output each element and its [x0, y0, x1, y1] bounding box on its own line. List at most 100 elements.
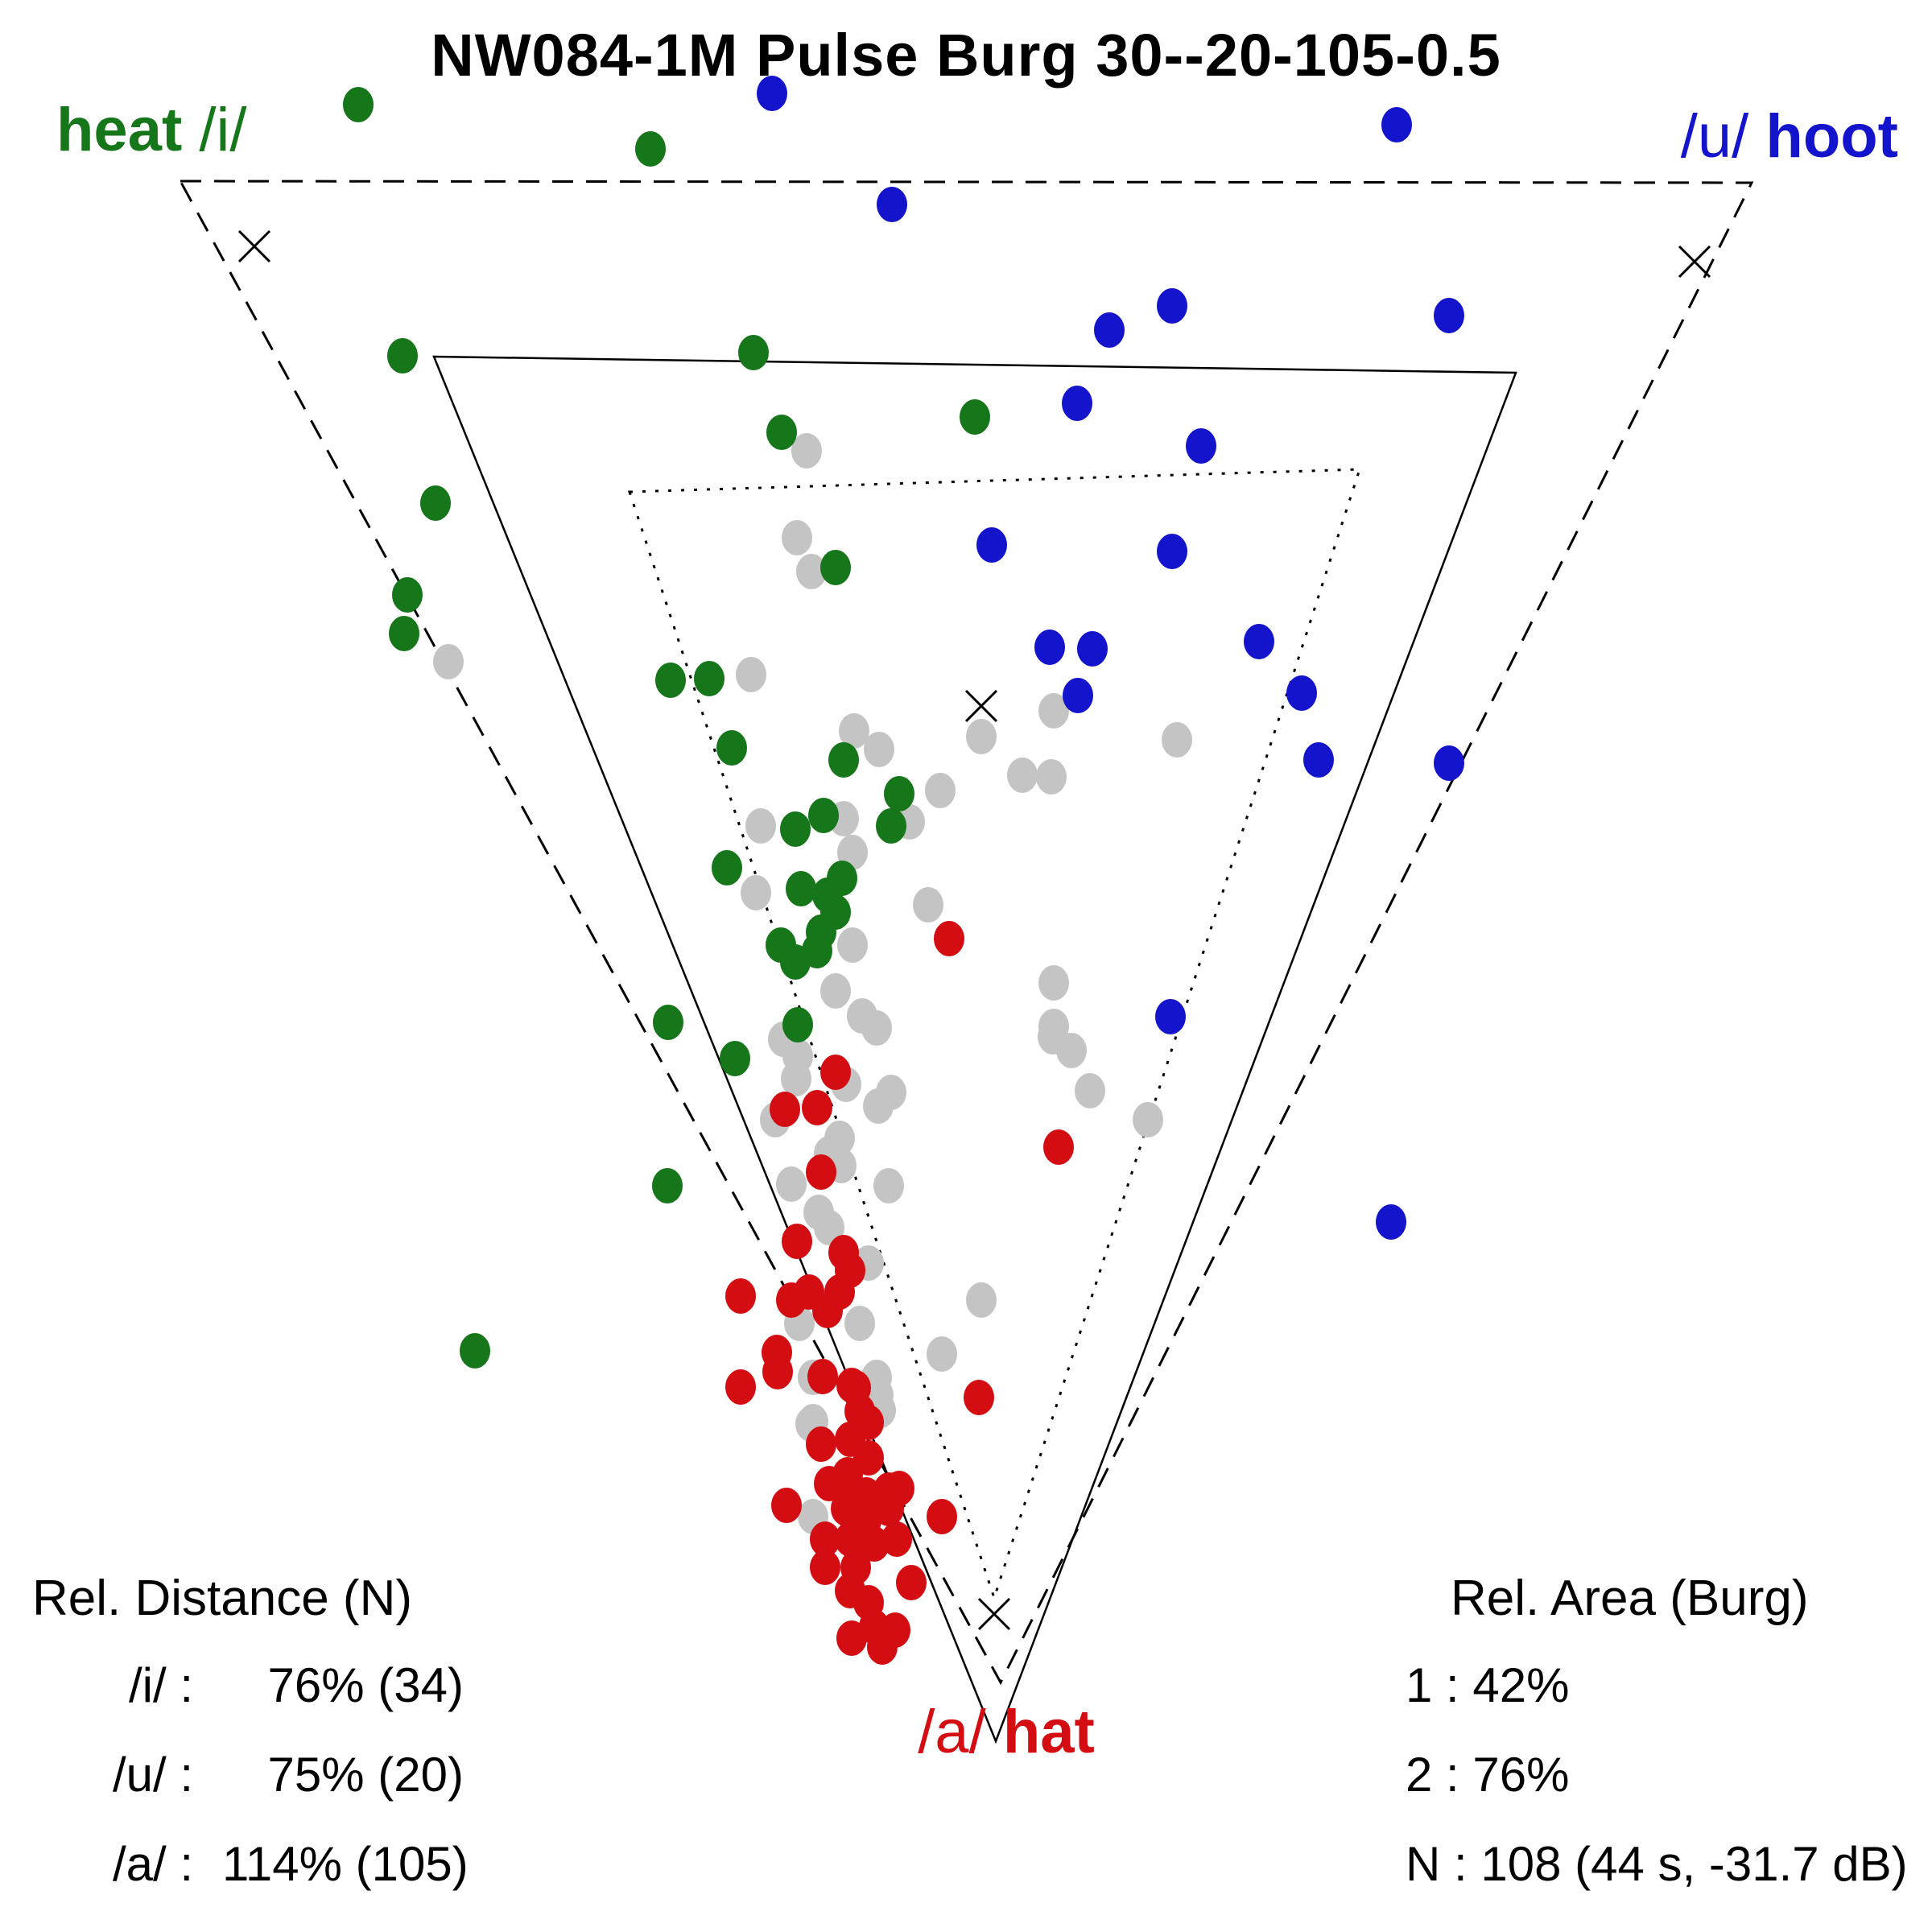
point-i_heat: [716, 730, 747, 766]
stat-row: /a/ : 114% (105): [32, 1836, 469, 1892]
point-i_heat: [802, 933, 832, 968]
point-other: [913, 887, 943, 923]
vowel-label-heat-i: heat /i/: [56, 95, 247, 165]
mean-x-mark: [977, 1597, 1011, 1631]
point-other: [1133, 1102, 1163, 1137]
vowel-phon-i: /i/: [199, 96, 247, 164]
rel-distance-header: Rel. Distance (N): [32, 1571, 412, 1626]
vowel-label-a-hat: /a/ hat: [0, 1697, 1932, 1767]
point-a_hat: [810, 1550, 840, 1585]
point-other: [966, 1282, 997, 1318]
point-u_hoot: [1434, 745, 1464, 781]
point-i_heat: [635, 131, 666, 167]
point-i_heat: [712, 850, 742, 886]
point-a_hat: [881, 1521, 912, 1557]
vowel-label-u-hoot: /u/ hoot: [1681, 101, 1898, 171]
stat-label: /u/ :: [112, 1748, 193, 1802]
point-a_hat: [844, 1393, 875, 1429]
point-a_hat: [880, 1612, 910, 1648]
mean-x-mark: [964, 689, 998, 723]
point-i_heat: [786, 871, 816, 906]
point-u_hoot: [1303, 742, 1334, 778]
point-i_heat: [766, 415, 797, 450]
point-u_hoot: [1434, 298, 1464, 333]
point-u_hoot: [1244, 624, 1274, 659]
point-a_hat: [807, 1359, 838, 1394]
point-u_hoot: [1034, 630, 1065, 665]
point-other: [837, 927, 868, 963]
point-u_hoot: [1186, 428, 1216, 464]
point-a_hat: [802, 1090, 832, 1125]
point-u_hoot: [1376, 1204, 1406, 1240]
point-other: [1056, 1033, 1087, 1068]
point-u_hoot: [1286, 675, 1317, 711]
point-other: [966, 719, 997, 754]
point-i_heat: [780, 811, 811, 847]
point-i_heat: [694, 661, 724, 696]
point-a_hat: [884, 1471, 914, 1506]
point-a_hat: [782, 1224, 812, 1259]
point-a_hat: [820, 1055, 851, 1090]
point-u_hoot: [1063, 678, 1093, 713]
rel-distance-stats: Rel. Distance (N) /i/ : 76% (34) /u/ : 75% …: [32, 1570, 469, 1926]
point-i_heat: [653, 1005, 683, 1040]
mean-x-mark: [1678, 245, 1711, 279]
point-i_heat: [392, 577, 423, 613]
point-other: [791, 433, 822, 469]
point-a_hat: [812, 1293, 843, 1328]
point-other: [1038, 965, 1069, 1001]
point-other: [781, 1061, 811, 1096]
point-u_hoot: [1094, 312, 1125, 348]
point-u_hoot: [757, 76, 787, 111]
solid-triangle: [432, 355, 1517, 1744]
point-a_hat: [776, 1282, 807, 1318]
stat-row: 2 : 76%: [1406, 1748, 1570, 1802]
point-other: [776, 1166, 807, 1202]
point-other: [1075, 1073, 1105, 1108]
point-u_hoot: [1062, 386, 1092, 421]
point-u_hoot: [1155, 999, 1186, 1034]
vowel-phon-u: /u/: [1680, 102, 1749, 171]
point-i_heat: [655, 663, 686, 698]
chart-title: NW084-1M Pulse Burg 30--20-105-0.5: [431, 22, 1501, 89]
stat-label: /a/ :: [112, 1837, 193, 1891]
point-a_hat: [964, 1380, 994, 1415]
point-other: [927, 1336, 957, 1372]
stat-row: 1 : 42%: [1406, 1658, 1570, 1712]
point-u_hoot: [1157, 534, 1187, 569]
point-a_hat: [934, 921, 964, 956]
dashed-triangle: [178, 180, 1754, 1686]
point-other: [861, 1010, 892, 1046]
dotted-triangle: [627, 468, 1362, 1602]
point-i_heat: [808, 798, 839, 833]
point-i_heat: [420, 485, 451, 521]
point-u_hoot: [976, 527, 1007, 563]
point-a_hat: [771, 1488, 802, 1523]
vowel-word-hat: hat: [1002, 1698, 1095, 1766]
rel-area-header: Rel. Area (Burg): [1451, 1571, 1809, 1626]
point-a_hat: [762, 1354, 793, 1389]
point-a_hat: [927, 1499, 957, 1534]
point-other: [741, 875, 771, 910]
point-u_hoot: [1157, 288, 1187, 324]
point-other: [820, 973, 851, 1009]
point-other: [433, 644, 464, 679]
point-other: [864, 732, 894, 767]
point-a_hat: [725, 1278, 756, 1314]
point-a_hat: [806, 1426, 836, 1462]
stat-row: /u/ : 75% (20): [32, 1747, 464, 1802]
point-i_heat: [652, 1168, 683, 1203]
point-u_hoot: [1381, 107, 1412, 142]
point-a_hat: [1043, 1129, 1074, 1165]
rel-area-stats: Rel. Area (Burg) 1 : 42% 2 : 76% N : 108 (…: [1406, 1570, 1908, 1926]
point-other: [736, 657, 766, 692]
point-other: [873, 1168, 904, 1203]
point-i_heat: [876, 808, 906, 844]
vowel-phon-a: /a/: [918, 1698, 986, 1766]
point-a_hat: [896, 1565, 927, 1600]
stat-row: /i/ : 76% (34): [32, 1657, 464, 1713]
point-a_hat: [770, 1092, 800, 1127]
point-a_hat: [725, 1369, 756, 1405]
point-i_heat: [820, 550, 851, 585]
